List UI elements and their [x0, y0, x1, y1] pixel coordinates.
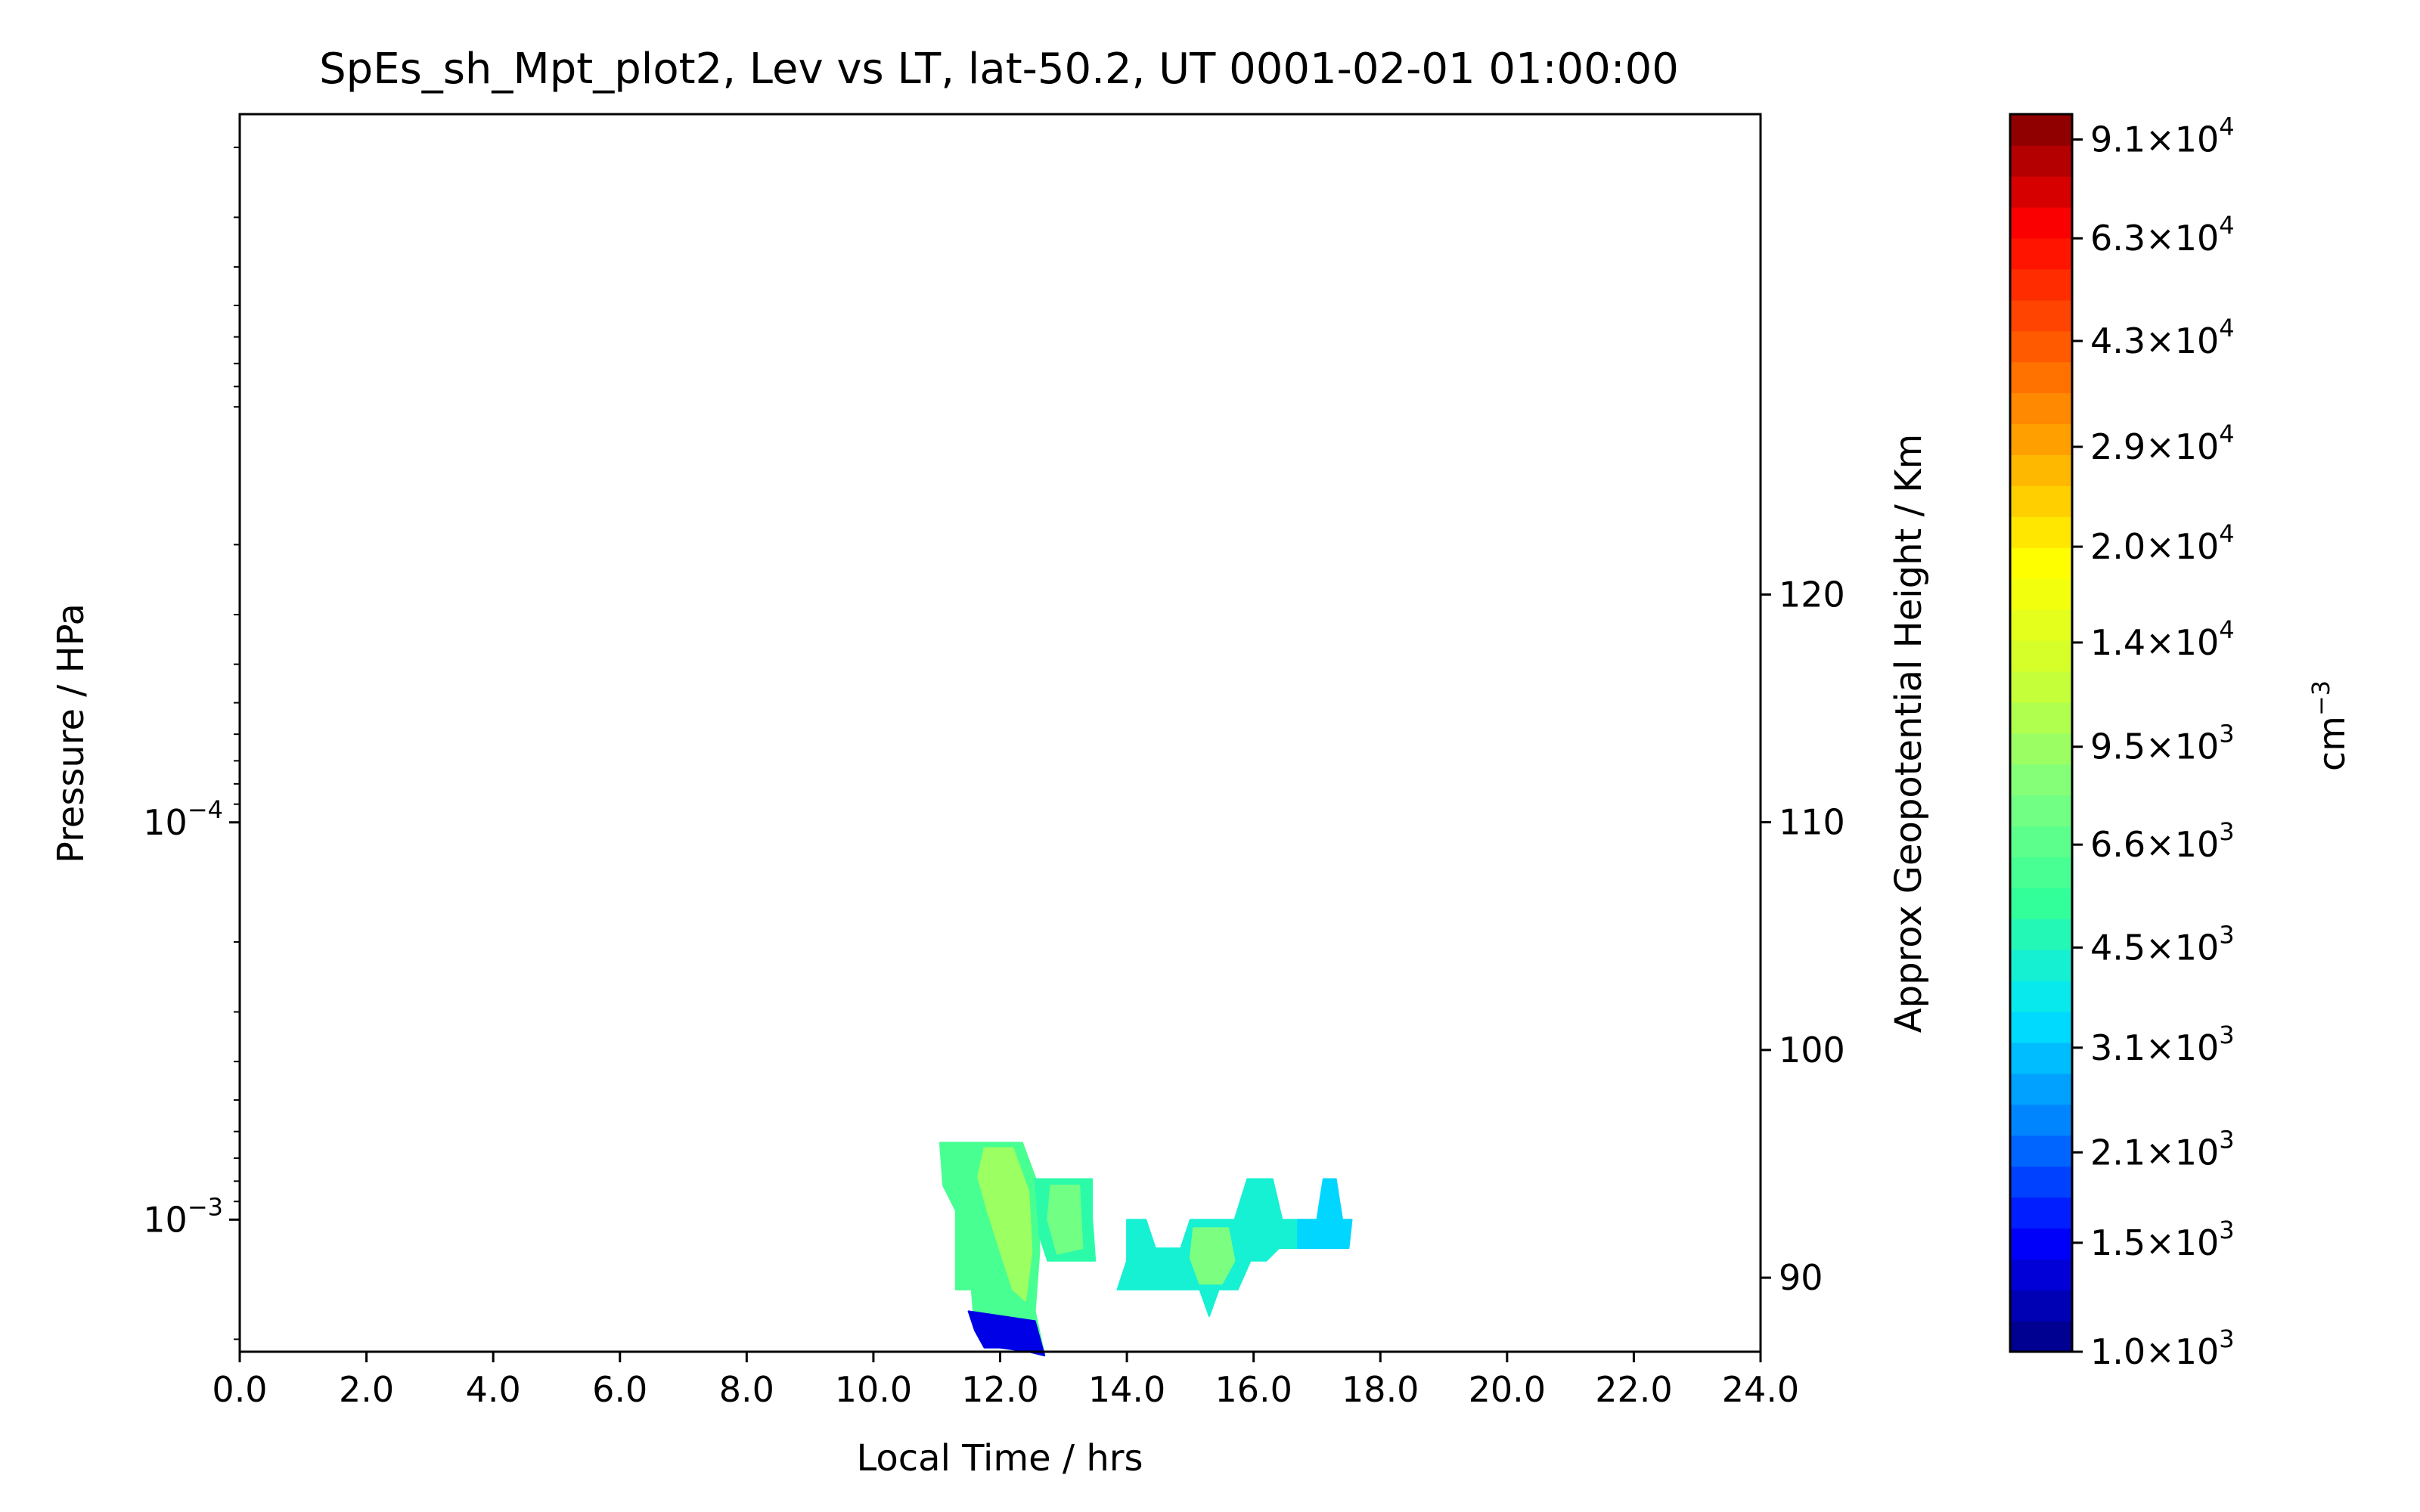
- colorbar-band: [2010, 671, 2072, 703]
- colorbar-tick-label: 9.1×104: [2090, 113, 2235, 160]
- y-axis-label: Pressure / HPa: [50, 603, 92, 863]
- x-tick-label: 14.0: [1088, 1369, 1165, 1410]
- y2-tick-label: 100: [1779, 1030, 1845, 1070]
- colorbar-band: [2010, 1042, 2072, 1074]
- x-tick-label: 12.0: [961, 1369, 1038, 1410]
- x-tick-label: 8.0: [719, 1369, 774, 1410]
- x-tick-label: 2.0: [339, 1369, 394, 1410]
- colorbar-band: [2010, 1135, 2072, 1167]
- colorbar-label: cm−3: [2307, 680, 2353, 771]
- colorbar-band: [2010, 733, 2072, 765]
- colorbar-band: [2010, 547, 2072, 579]
- colorbar-tick-label: 4.3×104: [2090, 314, 2235, 361]
- colorbar-band: [2010, 237, 2072, 270]
- colorbar-band: [2010, 268, 2072, 301]
- plot-regions: [939, 1142, 1353, 1357]
- x-tick-label: 4.0: [466, 1369, 521, 1410]
- colorbar-frame: [2009, 113, 2074, 1353]
- colorbar-band: [2010, 764, 2072, 796]
- contour-region-patch-a-base: [967, 1310, 1046, 1357]
- chart-title: SpEs_sh_Mpt_plot2, Lev vs LT, lat-50.2, …: [319, 45, 1679, 94]
- y-axis-left: 10−4 10−3: [143, 146, 240, 1340]
- colorbar-band: [2010, 175, 2072, 208]
- colorbar-tick-label: 4.5×103: [2090, 920, 2235, 968]
- colorbar-band: [2010, 299, 2072, 332]
- colorbar-tick-label: 1.5×103: [2090, 1216, 2235, 1263]
- colorbar-tick-label: 2.9×104: [2090, 420, 2235, 467]
- colorbar-band: [2010, 206, 2072, 239]
- x-tick-label: 0.0: [212, 1369, 267, 1410]
- x-tick-label: 22.0: [1595, 1369, 1672, 1410]
- contour-region-patch-d: [1297, 1178, 1353, 1250]
- contour-region-patch-b-core: [1047, 1185, 1084, 1255]
- colorbar-tick-label: 2.0×104: [2090, 519, 2235, 567]
- colorbar-band: [2010, 640, 2072, 672]
- colorbar-band: [2010, 144, 2072, 177]
- colorbar-band: [2010, 949, 2072, 981]
- colorbar-band: [2010, 826, 2072, 857]
- colorbar-band: [2010, 1011, 2072, 1043]
- contour-region-patch-c-core: [1189, 1227, 1236, 1285]
- colorbar-tick-label: 6.6×103: [2090, 817, 2235, 865]
- colorbar-ticks: 9.1×104 6.3×104 4.3×104 2.9×104 2.0×104 1.4×1…: [2072, 113, 2235, 1372]
- colorbar-band: [2010, 1259, 2072, 1290]
- colorbar-tick-label: 9.5×103: [2090, 720, 2235, 767]
- colorbar-band: [2010, 114, 2072, 146]
- x-tick-label: 10.0: [835, 1369, 912, 1410]
- x-tick-label: 18.0: [1342, 1369, 1419, 1410]
- colorbar-band: [2010, 330, 2072, 363]
- x-tick-label: 24.0: [1722, 1369, 1799, 1410]
- colorbar-band: [2010, 1073, 2072, 1105]
- colorbar-band: [2010, 1290, 2072, 1321]
- y-tick-label: 10−3: [143, 1192, 223, 1240]
- contour-region-patch-a-core: [977, 1147, 1033, 1302]
- x-tick-label: 16.0: [1215, 1369, 1292, 1410]
- colorbar-band: [2010, 578, 2072, 610]
- colorbar-band: [2010, 702, 2072, 734]
- colorbar-tick-label: 1.4×104: [2090, 615, 2235, 663]
- colorbar-band: [2010, 609, 2072, 641]
- colorbar-band: [2010, 1228, 2072, 1260]
- colorbar-tick-label: 3.1×103: [2090, 1021, 2235, 1068]
- colorbar-band: [2010, 516, 2072, 548]
- colorbar-tick-label: 2.1×103: [2090, 1125, 2235, 1173]
- colorbar-tick-label: 1.0×103: [2090, 1325, 2235, 1372]
- colorbar-band: [2010, 1321, 2072, 1352]
- y-axis-right: 120 110 100 90: [1761, 574, 1845, 1298]
- colorbar-band: [2010, 919, 2072, 950]
- colorbar-band: [2010, 1166, 2072, 1198]
- x-axis-label: Local Time / hrs: [857, 1437, 1143, 1479]
- colorbar-band: [2010, 857, 2072, 888]
- colorbar-band: [2010, 1197, 2072, 1229]
- x-tick-label: 6.0: [592, 1369, 647, 1410]
- y-tick-label: 10−4: [143, 795, 223, 843]
- colorbar-band: [2010, 980, 2072, 1012]
- x-axis: 0.0 2.0 4.0 6.0 8.0 10.0 12.0 14.0 16.0 18.0 20.0 2…: [212, 1352, 1799, 1410]
- y2-axis-label: Approx Geopotential Height / Km: [1888, 434, 1930, 1033]
- colorbar-band: [2010, 1104, 2072, 1136]
- colorbar-band: [2010, 423, 2072, 455]
- colorbar-band: [2010, 888, 2072, 919]
- colorbar-tick-label: 6.3×104: [2090, 211, 2235, 259]
- y2-tick-label: 90: [1779, 1257, 1823, 1298]
- colorbar-band: [2010, 361, 2072, 394]
- x-tick-label: 20.0: [1469, 1369, 1546, 1410]
- colorbar-band: [2010, 485, 2072, 517]
- colorbar: [2010, 114, 2072, 1352]
- y2-tick-label: 110: [1779, 802, 1845, 843]
- colorbar-band: [2010, 454, 2072, 486]
- colorbar-band: [2010, 795, 2072, 827]
- colorbar-band: [2010, 392, 2072, 425]
- y2-tick-label: 120: [1779, 574, 1845, 615]
